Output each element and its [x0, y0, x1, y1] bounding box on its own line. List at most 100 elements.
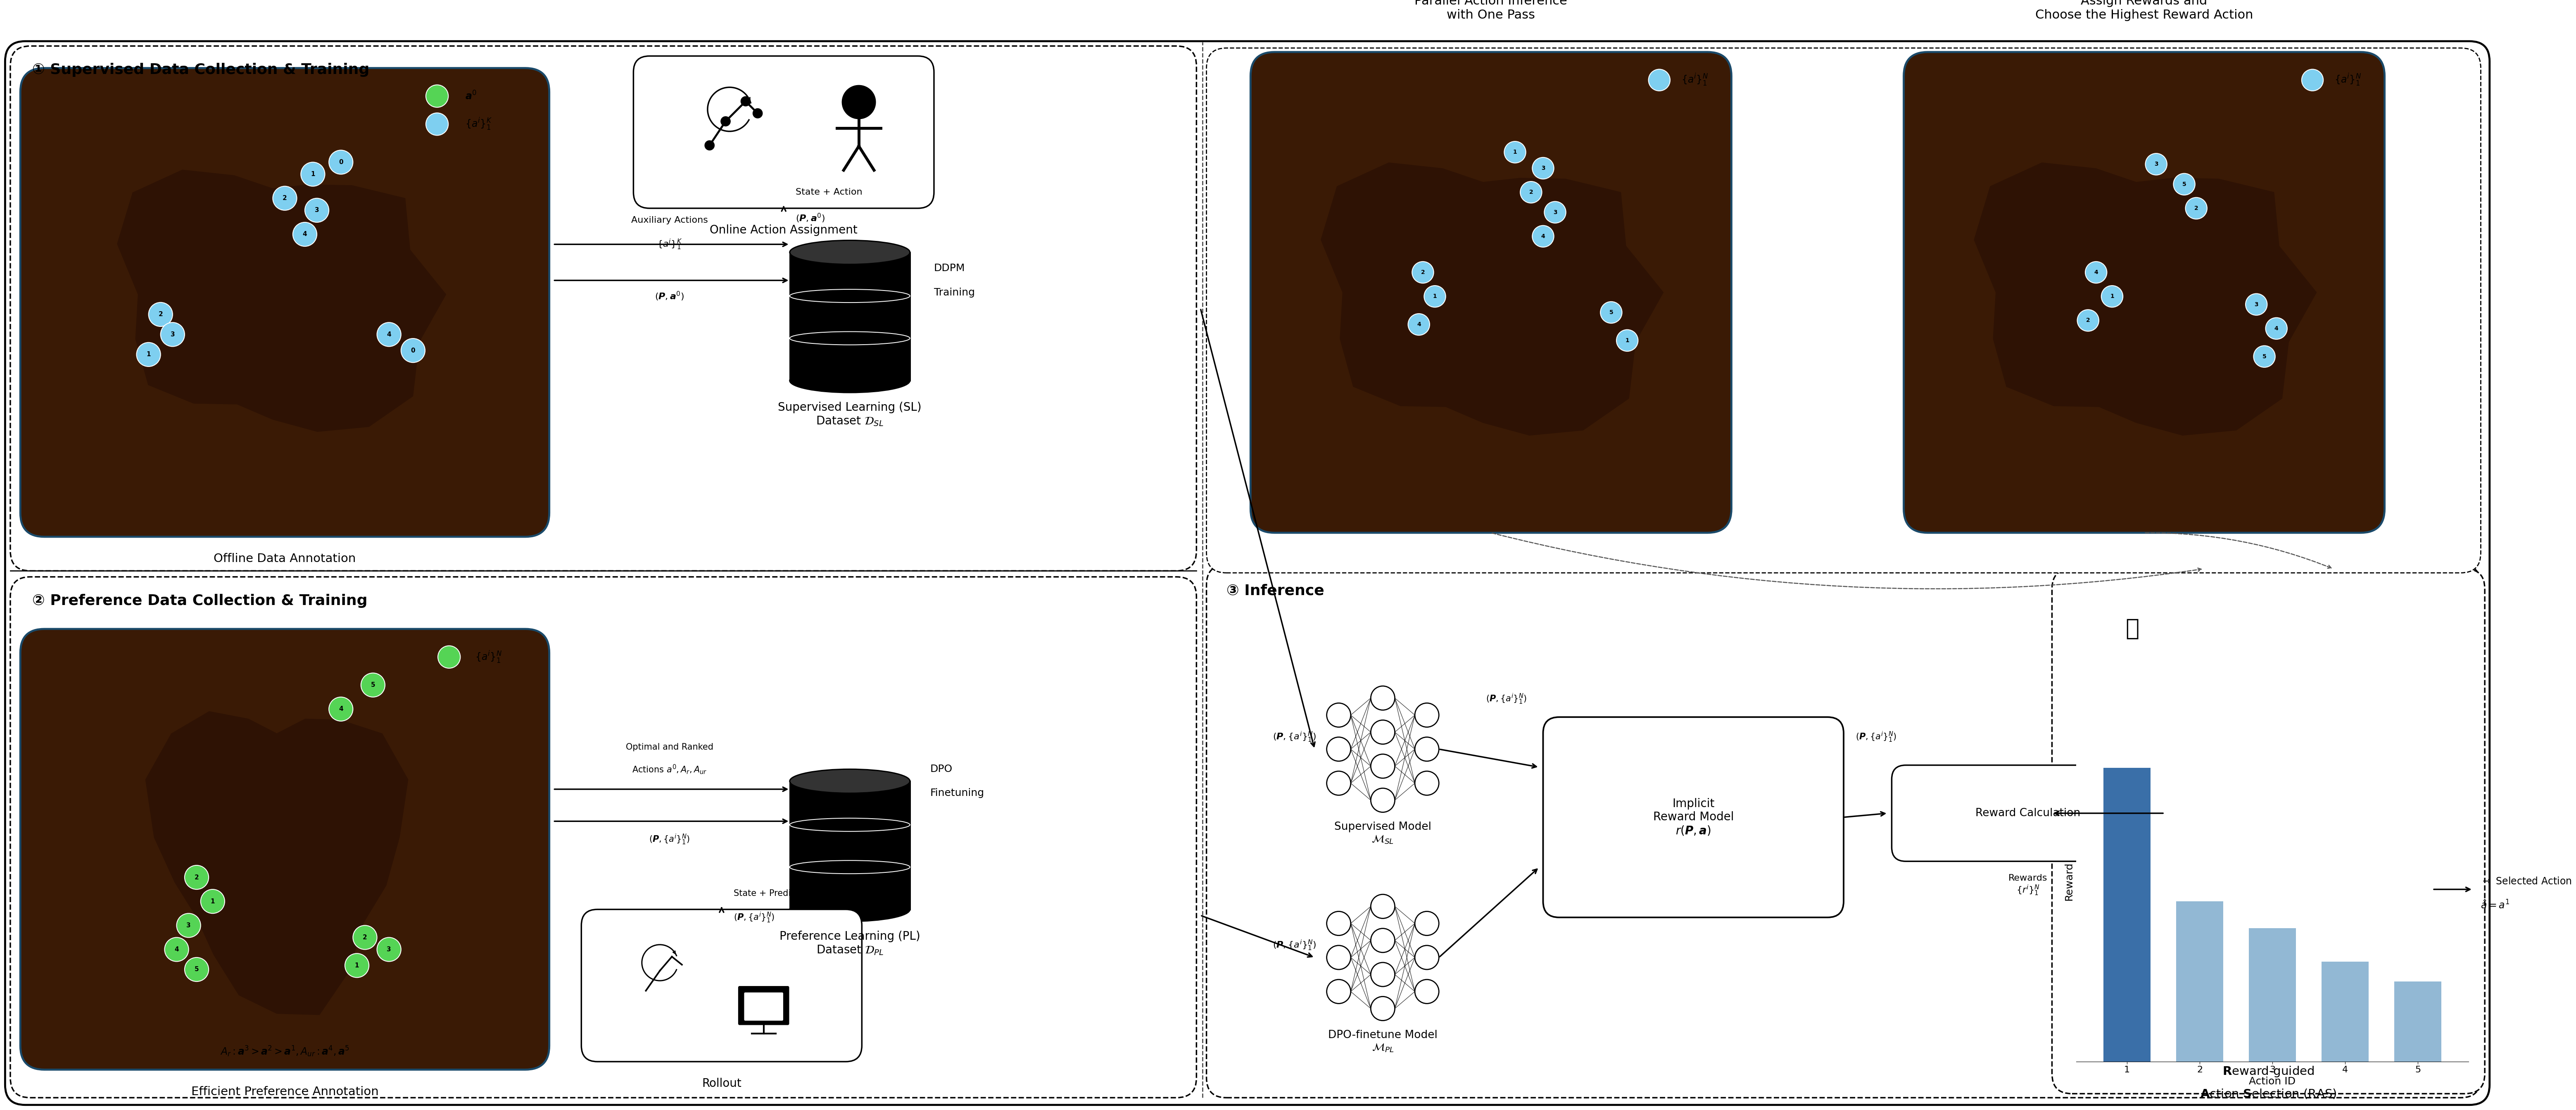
- Circle shape: [2300, 69, 2324, 91]
- Circle shape: [1370, 754, 1394, 778]
- Circle shape: [160, 322, 185, 346]
- Circle shape: [842, 85, 876, 119]
- Text: 1: 1: [1625, 337, 1628, 343]
- Text: $\mathbf{A}$ction $\mathbf{S}$election (RAS): $\mathbf{A}$ction $\mathbf{S}$election (…: [2200, 1088, 2336, 1100]
- Text: $\rightarrow$ Selected Action: $\rightarrow$ Selected Action: [2481, 877, 2571, 886]
- Text: DPO: DPO: [930, 764, 953, 774]
- Circle shape: [1414, 771, 1440, 795]
- Circle shape: [1649, 69, 1669, 91]
- Text: 🏆: 🏆: [2125, 618, 2138, 640]
- Text: Implicit
Reward Model
$r(\boldsymbol{P}, \boldsymbol{a})$: Implicit Reward Model $r(\boldsymbol{P},…: [1654, 798, 1734, 837]
- Circle shape: [2174, 173, 2195, 195]
- Text: 3: 3: [1540, 165, 1546, 171]
- Text: 2: 2: [1530, 190, 1533, 195]
- Text: Auxiliary Actions: Auxiliary Actions: [631, 216, 708, 224]
- Circle shape: [1370, 720, 1394, 744]
- Text: DDPM: DDPM: [935, 263, 966, 273]
- Circle shape: [1327, 703, 1350, 727]
- FancyBboxPatch shape: [582, 909, 863, 1061]
- Polygon shape: [1973, 163, 2316, 435]
- Circle shape: [2084, 262, 2107, 283]
- Circle shape: [2254, 345, 2275, 367]
- Circle shape: [438, 646, 461, 668]
- Bar: [791, 252, 909, 381]
- Text: 5: 5: [193, 967, 198, 972]
- Circle shape: [1414, 979, 1440, 1003]
- Circle shape: [301, 162, 325, 186]
- Polygon shape: [118, 170, 446, 432]
- Text: Training: Training: [935, 287, 974, 297]
- Circle shape: [1327, 737, 1350, 761]
- FancyBboxPatch shape: [10, 577, 1195, 1098]
- Text: 4: 4: [2094, 270, 2097, 275]
- Text: $\{a^i\}_1^N$: $\{a^i\}_1^N$: [2334, 73, 2362, 88]
- Text: State + Predictions: State + Predictions: [734, 889, 817, 898]
- Circle shape: [353, 926, 376, 949]
- FancyBboxPatch shape: [1891, 765, 2164, 861]
- Circle shape: [1412, 262, 1435, 283]
- FancyBboxPatch shape: [10, 46, 1195, 571]
- Text: 0: 0: [410, 347, 415, 354]
- Text: 2: 2: [157, 311, 162, 317]
- Circle shape: [1409, 314, 1430, 335]
- Text: Supervised Model
$\mathcal{M}_{SL}$: Supervised Model $\mathcal{M}_{SL}$: [1334, 821, 1432, 845]
- Text: Supervised Learning (SL)
Dataset $\mathcal{D}_{SL}$: Supervised Learning (SL) Dataset $\mathc…: [778, 402, 922, 427]
- Text: $A_r: \boldsymbol{a}^3 > \boldsymbol{a}^2 > \boldsymbol{a}^1, A_{ur}: \boldsymbo: $A_r: \boldsymbol{a}^3 > \boldsymbol{a}^…: [222, 1046, 350, 1058]
- Text: 2: 2: [2195, 205, 2197, 211]
- Text: 3: 3: [170, 332, 175, 337]
- Text: 5: 5: [2262, 354, 2267, 360]
- Circle shape: [425, 84, 448, 108]
- Circle shape: [1327, 911, 1350, 936]
- Circle shape: [1414, 911, 1440, 936]
- Circle shape: [294, 222, 317, 246]
- Circle shape: [752, 109, 762, 118]
- Text: Finetuning: Finetuning: [930, 788, 984, 798]
- Text: $\boldsymbol{a}^0$: $\boldsymbol{a}^0$: [466, 91, 477, 102]
- Circle shape: [1370, 962, 1394, 987]
- Circle shape: [2264, 317, 2287, 340]
- Circle shape: [1370, 895, 1394, 918]
- Text: Online Action Assignment: Online Action Assignment: [711, 224, 858, 236]
- Text: $\mathbf{R}$eward-guided: $\mathbf{R}$eward-guided: [2223, 1064, 2313, 1078]
- Circle shape: [706, 141, 714, 150]
- Circle shape: [2102, 285, 2123, 307]
- Circle shape: [1370, 686, 1394, 710]
- Circle shape: [345, 953, 368, 978]
- Circle shape: [1370, 997, 1394, 1020]
- Text: 1: 1: [312, 171, 314, 178]
- Circle shape: [201, 889, 224, 914]
- Text: 4: 4: [301, 231, 307, 238]
- FancyBboxPatch shape: [744, 992, 783, 1020]
- Text: DPO-finetune Model
$\mathcal{M}_{PL}$: DPO-finetune Model $\mathcal{M}_{PL}$: [1329, 1030, 1437, 1053]
- Text: 5: 5: [2182, 181, 2187, 188]
- Circle shape: [2184, 198, 2208, 219]
- Text: 1: 1: [1512, 149, 1517, 155]
- Circle shape: [149, 302, 173, 326]
- Text: 0: 0: [337, 159, 343, 165]
- Circle shape: [1533, 158, 1553, 179]
- Circle shape: [137, 343, 160, 366]
- Circle shape: [185, 958, 209, 981]
- Circle shape: [1504, 141, 1525, 163]
- Text: Efficient Preference Annotation: Efficient Preference Annotation: [191, 1086, 379, 1098]
- FancyBboxPatch shape: [1206, 565, 2481, 1098]
- Text: 1: 1: [211, 898, 214, 905]
- Text: $\{a^i\}_1^N$: $\{a^i\}_1^N$: [474, 649, 502, 664]
- Text: 2: 2: [1422, 270, 1425, 275]
- Circle shape: [178, 914, 201, 938]
- Text: 5: 5: [1610, 310, 1613, 315]
- Circle shape: [1414, 946, 1440, 969]
- Circle shape: [1425, 285, 1445, 307]
- FancyBboxPatch shape: [1249, 52, 1731, 533]
- Text: 4: 4: [1417, 322, 1422, 327]
- Text: 1: 1: [147, 352, 152, 357]
- Text: $(\boldsymbol{P}, \{a^i\}_1^N)$: $(\boldsymbol{P}, \{a^i\}_1^N)$: [1855, 730, 1896, 744]
- Circle shape: [2076, 310, 2099, 331]
- Circle shape: [1370, 928, 1394, 952]
- FancyBboxPatch shape: [21, 68, 549, 537]
- Text: Optimal and Ranked: Optimal and Ranked: [626, 743, 714, 751]
- Text: 3: 3: [2154, 161, 2159, 168]
- Text: 2: 2: [283, 195, 286, 201]
- Polygon shape: [1321, 163, 1664, 435]
- Text: $(\boldsymbol{P}, \{a^i\}_1^N)$: $(\boldsymbol{P}, \{a^i\}_1^N)$: [734, 911, 775, 924]
